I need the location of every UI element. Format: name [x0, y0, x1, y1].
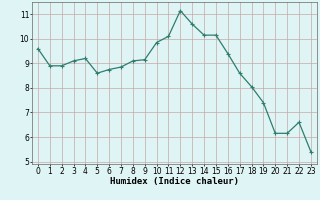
X-axis label: Humidex (Indice chaleur): Humidex (Indice chaleur) — [110, 177, 239, 186]
